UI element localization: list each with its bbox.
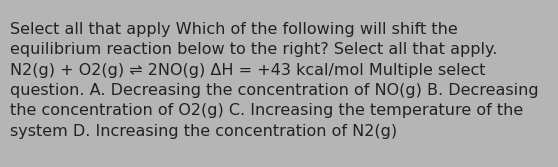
Text: Select all that apply Which of the following will shift the
equilibrium reaction: Select all that apply Which of the follo…	[10, 22, 538, 139]
